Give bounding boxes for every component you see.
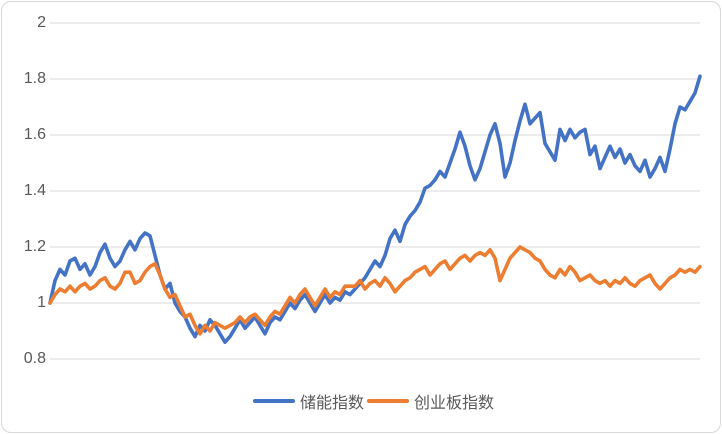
legend: 储能指数 创业板指数 [50, 390, 700, 412]
series-line-blue [48, 74, 702, 345]
y-axis-tick-label: 1.6 [23, 126, 46, 143]
legend-label-series-2: 创业板指数 [414, 395, 495, 412]
series-line-orange [48, 245, 702, 336]
legend-label-series-1: 储能指数 [299, 395, 364, 412]
y-axis-tick-label: 1 [37, 294, 46, 311]
y-axis-tick-label: 2 [37, 14, 46, 31]
legend-line-swatch-blue [252, 399, 295, 403]
y-axis-tick-label: 1.2 [23, 238, 46, 255]
y-axis-tick-label: 1.8 [23, 70, 46, 87]
y-axis-tick-label: 1.4 [23, 182, 46, 199]
legend-line-swatch-orange [367, 399, 409, 403]
y-axis-tick-label: 0.8 [23, 350, 46, 367]
